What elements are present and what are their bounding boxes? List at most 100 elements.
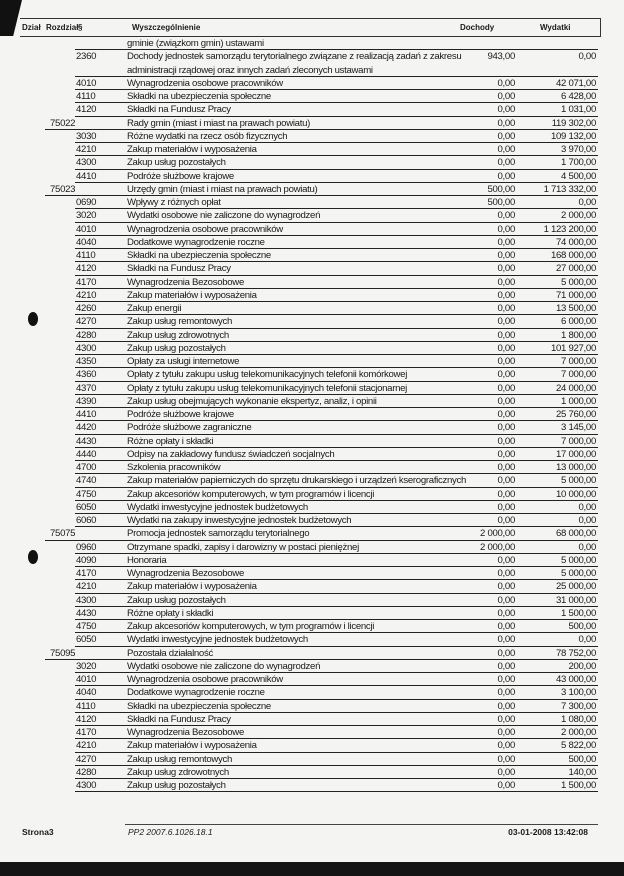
description-cell: Zakup usług pozostałych (127, 157, 226, 169)
wydatki-cell: 4 500,00 (561, 170, 596, 182)
dochody-cell: 0,00 (497, 422, 516, 434)
row-divider (75, 579, 598, 581)
wydatki-cell: 0,00 (578, 197, 597, 208)
paragraf-cell: 3030 (76, 130, 97, 142)
dochody-cell: 0,00 (497, 157, 516, 169)
table-row: 4300 0,00 1 500,00 Zakup usług pozostałych (0, 779, 624, 793)
description-cell: Podróże służbowe krajowe (127, 409, 234, 420)
wydatki-cell: 200,00 (568, 660, 596, 672)
description-cell: Zakup usług remontowych (127, 753, 233, 765)
paragraf-cell: 4360 (76, 369, 97, 381)
row-divider (75, 155, 598, 157)
description-cell: Zakup usług pozostałych (127, 780, 226, 791)
paragraf-cell: 4210 (76, 740, 97, 752)
description-cell: Składki na ubezpieczenia społeczne (127, 250, 271, 261)
paragraf-cell: 4270 (76, 316, 97, 328)
wydatki-cell: 1 700,00 (561, 157, 596, 169)
description-cell: Różne opłaty i składki (127, 607, 214, 619)
dochody-cell: 0,00 (497, 448, 516, 460)
table-row: 4210 0,00 3 970,00 Zakup materiałów i wypos… (0, 143, 624, 157)
description-cell: Zakup usług pozostałych (127, 342, 226, 354)
dochody-cell: 0,00 (497, 674, 516, 685)
wydatki-cell: 500,00 (568, 621, 596, 632)
document-code: PP2 2007.6.1026.18.1 (128, 827, 213, 837)
paragraf-cell: 4210 (76, 144, 97, 155)
dochody-cell: 0,00 (497, 740, 516, 752)
paragraf-cell: 4750 (76, 621, 97, 632)
dochody-cell: 0,00 (497, 144, 516, 155)
wydatki-cell: 7 000,00 (561, 435, 596, 447)
rozdzial-cell: 75022 (50, 117, 76, 129)
table-row: 4260 0,00 13 500,00 Zakup energii (0, 302, 624, 316)
description-cell: Zakup akcesoriów komputerowych, w tym pr… (127, 488, 375, 500)
paragraf-cell: 6050 (76, 634, 97, 646)
dochody-cell: 0,00 (497, 488, 516, 500)
table-row: 6050 0,00 0,00 Wydatki inwestycyjne jednost… (0, 501, 624, 514)
table-row: 4430 0,00 1 500,00 Różne opłaty i składki (0, 607, 624, 620)
description-cell: Otrzymane spadki, zapisy i darowizny w p… (127, 541, 359, 553)
paragraf-cell: 4410 (76, 170, 97, 182)
table-row: 4750 0,00 10 000,00 Zakup akcesoriów komput… (0, 488, 624, 501)
wydatki-cell: 68 000,00 (556, 528, 596, 540)
description-cell: Promocja jednostek samorządu terytorialn… (127, 528, 310, 540)
row-divider (75, 446, 598, 448)
row-divider (75, 102, 598, 104)
row-divider (75, 473, 598, 475)
wydatki-cell: 5 000,00 (561, 276, 596, 288)
row-divider (75, 486, 598, 488)
table-row: 4360 0,00 7 000,00 Opłaty z tytułu zakupu u… (0, 368, 624, 382)
table-row: 4390 0,00 1 000,00 Zakup usług obejmujących… (0, 395, 624, 408)
row-divider (75, 645, 598, 647)
wydatki-cell: 0,00 (578, 541, 597, 553)
description-cell: Wydatki na zakupy inwestycyjne jednostek… (127, 515, 352, 526)
table-row: 75022 0,00 119 302,00 Rady gmin (miast i mi… (0, 117, 624, 130)
dochody-cell: 0,00 (497, 303, 516, 314)
dochody-cell: 0,00 (497, 236, 516, 248)
table-row: 4410 0,00 4 500,00 Podróże służbowe krajowe (0, 170, 624, 183)
dochody-cell: 0,00 (497, 250, 516, 261)
paragraf-cell: 4260 (76, 303, 97, 314)
description-cell: Zakup materiałów i wyposażenia (127, 740, 257, 752)
table-row: 4700 0,00 13 000,00 Szkolenia pracowników (0, 461, 624, 475)
table-row: 3030 0,00 109 132,00 Różne wydatki na rzecz… (0, 130, 624, 143)
row-divider (75, 433, 598, 435)
wydatki-cell: 13 500,00 (556, 303, 596, 314)
table-row: gminie (związkom gmin) ustawami (0, 37, 624, 51)
paragraf-cell: 2360 (76, 51, 97, 63)
dochody-cell: 0,00 (497, 395, 516, 407)
footer-divider (125, 824, 598, 825)
wydatki-cell: 5 822,00 (561, 740, 596, 752)
paragraf-cell: 4040 (76, 236, 97, 248)
description-cell: Zakup energii (127, 303, 182, 314)
dochody-cell: 0,00 (497, 435, 516, 447)
row-divider (75, 142, 598, 143)
dochody-cell: 2 000,00 (480, 541, 515, 553)
table-row: 0690 500,00 0,00 Wpływy z różnych opłat (0, 196, 624, 210)
row-divider (75, 261, 598, 263)
description-cell: Wpływy z różnych opłat (127, 197, 221, 208)
description-cell: Rady gmin (miast i miast na prawach powi… (127, 117, 311, 129)
table-row: 4170 0,00 5 000,00 Wynagrodzenia Bezosobowe (0, 276, 624, 289)
wydatki-cell: 7 000,00 (561, 369, 596, 381)
row-divider (75, 367, 598, 369)
wydatki-cell: 5 000,00 (561, 554, 596, 566)
description-cell: Wydatki osobowe nie zaliczone do wynagro… (127, 660, 321, 672)
description-cell: Dochody jednostek samorządu terytorialne… (127, 51, 462, 76)
table-row: 0960 2 000,00 0,00 Otrzymane spadki, zapisy… (0, 541, 624, 554)
table-row: 4740 0,00 5 000,00 Zakup materiałów papiern… (0, 474, 624, 488)
dochody-cell: 0,00 (497, 316, 516, 328)
dochody-cell: 943,00 (487, 51, 515, 63)
dochody-cell: 0,00 (497, 462, 516, 473)
dochody-cell: 0,00 (497, 647, 516, 659)
table-row: 6060 0,00 0,00 Wydatki na zakupy inwestycyj… (0, 514, 624, 528)
paragraf-cell: 6060 (76, 515, 97, 526)
paragraf-cell: 4210 (76, 289, 97, 301)
paragraf-cell: 4270 (76, 753, 97, 765)
wydatki-cell: 6 428,00 (561, 91, 596, 102)
description-cell: Odpisy na zakładowy fundusz świadczeń so… (127, 448, 335, 460)
dochody-cell: 500,00 (487, 197, 515, 208)
paragraf-cell: 4010 (76, 674, 97, 685)
table-row: 6050 0,00 0,00 Wydatki inwestycyjne jednost… (0, 633, 624, 647)
row-divider (75, 592, 598, 594)
table-row: 3020 0,00 2 000,00 Wydatki osobowe nie zali… (0, 209, 624, 223)
